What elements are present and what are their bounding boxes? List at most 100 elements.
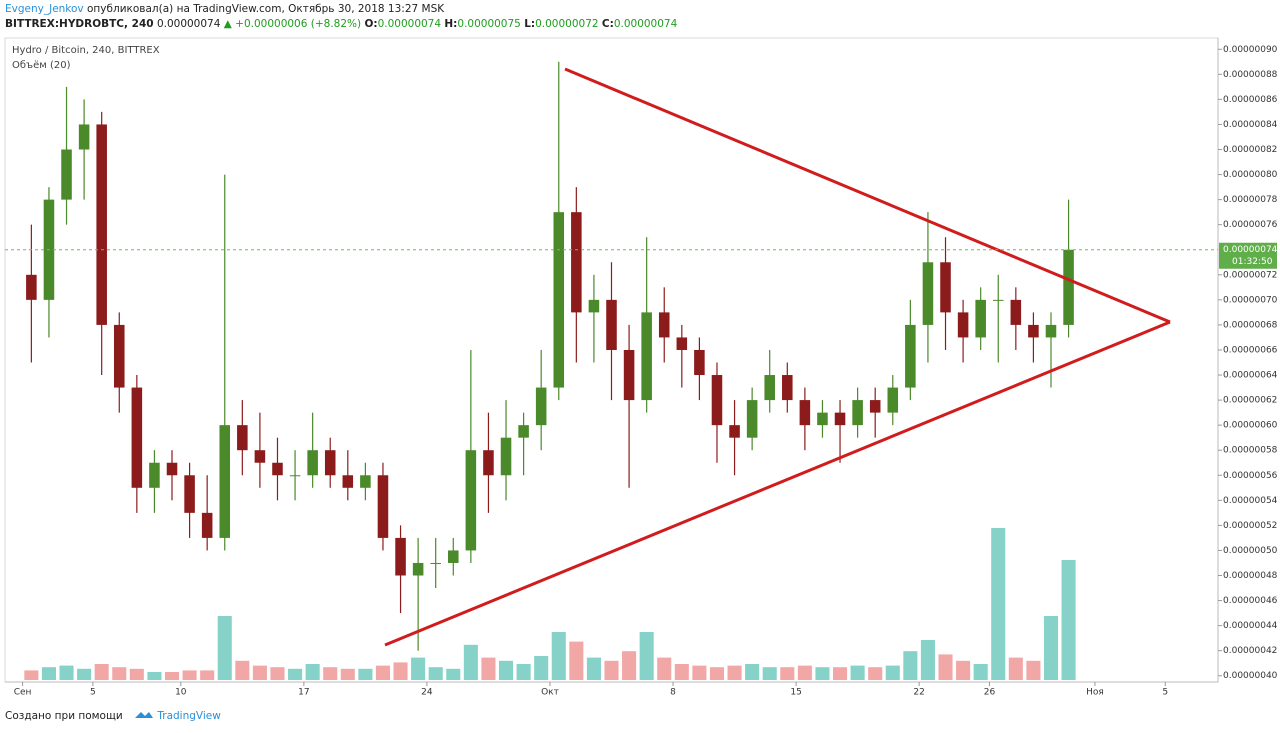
last-price-label: 0.00000074 <box>1223 245 1278 255</box>
volume-layer <box>24 528 1076 680</box>
footer-brand[interactable]: TradingView <box>157 710 221 722</box>
candle-body <box>342 475 354 488</box>
volume-bar <box>938 654 953 680</box>
volume-bar <box>709 667 725 680</box>
volume-bar <box>797 665 812 680</box>
candle-body <box>61 149 72 200</box>
volume-bar <box>41 667 56 680</box>
candle-body <box>764 375 775 401</box>
candle-body <box>26 274 37 300</box>
y-tick-label: 0.00000084 <box>1223 120 1278 130</box>
author[interactable]: Evgeny_Jenkov <box>5 3 84 15</box>
candle-body <box>869 400 881 413</box>
y-tick-label: 0.00000040 <box>1223 671 1278 681</box>
volume-bar <box>217 616 232 680</box>
volume-bar <box>411 657 426 680</box>
volume-bar <box>1026 660 1041 680</box>
candle-body <box>131 387 143 488</box>
volume-bar <box>920 640 935 680</box>
volume-bar <box>956 660 971 680</box>
candle-body <box>201 512 213 538</box>
symbol-line: BITTREX:HYDROBTC, 240 0.00000074 ▲ +0.00… <box>5 18 677 30</box>
y-tick-label: 0.00000046 <box>1223 596 1278 606</box>
candle-body <box>500 437 512 476</box>
candle-body <box>852 400 863 426</box>
y-tick-label: 0.00000068 <box>1223 320 1278 330</box>
candle-body <box>676 337 688 350</box>
volume-bar <box>428 667 443 680</box>
volume-bar <box>657 657 672 680</box>
volume-bar <box>147 672 162 680</box>
y-tick-label: 0.00000048 <box>1223 571 1278 581</box>
volume-bar <box>446 668 461 680</box>
ohlc-value: 0.00000074 <box>377 18 442 30</box>
volume-bar <box>762 667 777 680</box>
volume-bar <box>94 664 109 680</box>
y-tick-label: 0.00000066 <box>1223 345 1278 355</box>
volume-bar <box>129 668 144 680</box>
candle-body <box>905 324 916 388</box>
volume-bar <box>885 665 900 680</box>
change: ▲ +0.00000006 (+8.82%) <box>223 18 362 30</box>
volume-bar <box>745 664 760 680</box>
x-tick-label: 26 <box>984 688 996 698</box>
y-tick-label: 0.00000060 <box>1223 421 1278 431</box>
candle-body <box>78 124 90 150</box>
volume-bar <box>850 665 865 680</box>
candle-body <box>395 537 406 576</box>
candle-body <box>430 562 441 564</box>
volume-bar <box>727 665 742 680</box>
volume-bar <box>77 668 92 680</box>
published: опубликовал(а) на TradingView.com, Октяб… <box>87 3 445 15</box>
candle-body <box>799 400 811 426</box>
candle-body <box>553 212 565 388</box>
y-tick-label: 0.00000086 <box>1223 95 1278 105</box>
candle-body <box>992 299 1004 301</box>
volume-bar <box>305 664 320 680</box>
candle-body <box>412 562 424 576</box>
y-tick-label: 0.00000082 <box>1223 145 1277 155</box>
x-tick-label: 10 <box>175 688 187 698</box>
trend-line <box>384 320 1171 647</box>
candle-body <box>957 312 969 338</box>
volume-bar <box>340 668 355 680</box>
x-tick-label: 5 <box>1162 688 1168 698</box>
candle-body <box>360 475 371 488</box>
candle-body <box>166 462 178 476</box>
chart-subtitle: Объём (20) <box>12 60 71 71</box>
y-tick-label: 0.00000080 <box>1223 170 1278 180</box>
volume-bar <box>569 641 584 680</box>
candle-body <box>483 450 494 476</box>
candle-body <box>729 425 740 438</box>
volume-bar <box>516 664 531 680</box>
volume-bar <box>200 670 215 680</box>
volume-bar <box>24 670 39 680</box>
volume-bar <box>59 665 74 680</box>
ohlc-label: H: <box>444 18 458 30</box>
candle-body <box>746 400 758 438</box>
candle-body <box>641 312 652 401</box>
volume-bar <box>235 660 250 680</box>
y-tick-label: 0.00000072 <box>1223 270 1277 280</box>
candle-body <box>1063 249 1074 325</box>
y-tick-label: 0.00000054 <box>1223 496 1278 506</box>
candle-body <box>940 262 951 313</box>
y-tick-label: 0.00000050 <box>1223 546 1278 556</box>
trend-line <box>564 67 1171 324</box>
candle-layer <box>26 61 1074 651</box>
chart-title: Hydro / Bitcoin, 240, BITTREX <box>12 45 160 56</box>
candle-body <box>272 462 283 476</box>
volume-bar <box>393 662 408 680</box>
y-tick-label: 0.00000064 <box>1223 371 1278 381</box>
volume-bar <box>288 668 303 680</box>
volume-bar <box>112 667 127 680</box>
logo <box>135 712 154 718</box>
candle-body <box>1010 299 1022 325</box>
y-tick-label: 0.00000088 <box>1223 70 1278 80</box>
candle-body <box>535 387 547 426</box>
volume-bar <box>182 670 197 680</box>
y-tick-label: 0.00000090 <box>1223 45 1278 55</box>
y-tick-label: 0.00000070 <box>1223 295 1278 305</box>
countdown: 01:32:50 <box>1232 257 1273 267</box>
volume-bar <box>833 667 848 680</box>
